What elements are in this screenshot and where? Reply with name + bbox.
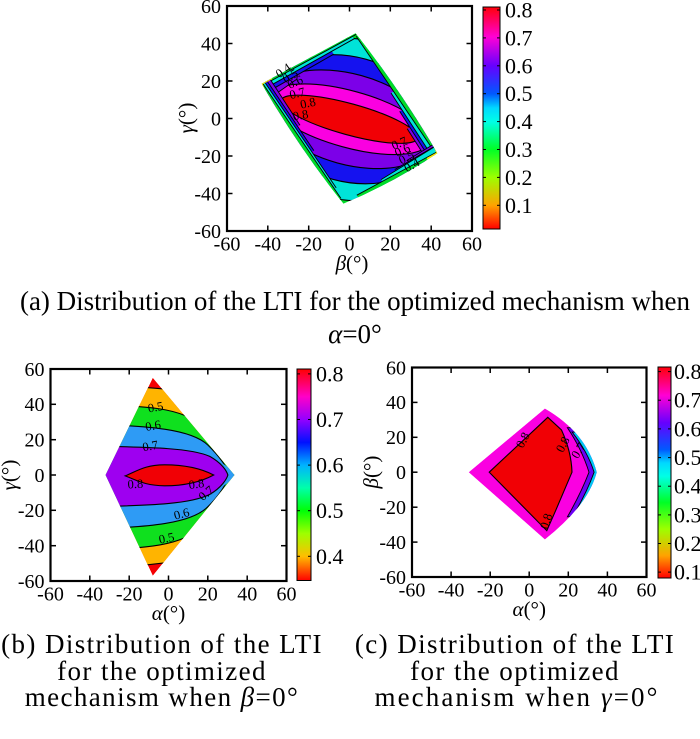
svg-text:0.8: 0.8 [316,361,344,386]
svg-text:0.7: 0.7 [389,134,409,153]
svg-text:0.6: 0.6 [674,416,700,441]
svg-text:-40: -40 [438,580,465,602]
svg-text:0.6: 0.6 [392,141,412,160]
svg-text:0.5: 0.5 [157,530,175,547]
svg-text:0: 0 [345,234,355,256]
svg-text:40: 40 [386,392,406,414]
svg-text:0.4: 0.4 [402,155,423,175]
svg-text:α(°): α(°) [152,601,185,625]
svg-text:0.7: 0.7 [288,85,307,103]
svg-text:0.5: 0.5 [396,148,416,167]
svg-text:20: 20 [380,234,400,256]
svg-text:0.6: 0.6 [285,72,305,91]
svg-text:0.3: 0.3 [674,502,700,527]
svg-text:20: 20 [386,427,406,449]
svg-text:-40: -40 [379,532,406,554]
svg-text:0.7: 0.7 [674,388,700,413]
svg-text:-60: -60 [379,567,406,589]
svg-text:0.7: 0.7 [316,407,344,432]
svg-text:0.6: 0.6 [172,505,191,523]
svg-text:0: 0 [396,462,406,484]
svg-text:40: 40 [201,33,221,55]
svg-text:60: 60 [201,0,221,18]
svg-text:0.8: 0.8 [674,359,700,384]
svg-text:-20: -20 [295,234,322,256]
svg-text:40: 40 [237,584,257,606]
svg-text:-60: -60 [18,571,45,593]
svg-text:-20: -20 [194,146,221,168]
svg-text:60: 60 [25,359,45,381]
svg-text:β(°): β(°) [359,456,383,490]
svg-text:0.6: 0.6 [144,418,162,435]
svg-text:0.8: 0.8 [299,95,317,112]
svg-text:-40: -40 [18,536,45,558]
svg-text:20: 20 [198,584,218,606]
svg-text:-40: -40 [76,584,103,606]
svg-text:40: 40 [421,234,441,256]
svg-text:0.8: 0.8 [505,0,533,23]
svg-text:0.2: 0.2 [505,165,533,190]
svg-text:0.5: 0.5 [280,66,301,86]
svg-text:20: 20 [201,71,221,93]
svg-text:0.6: 0.6 [316,453,344,478]
svg-text:-60: -60 [399,580,426,602]
svg-text:20: 20 [558,580,578,602]
svg-text:α(°): α(°) [513,597,546,621]
svg-text:0.7: 0.7 [141,438,159,455]
svg-text:0.1: 0.1 [674,560,700,585]
svg-text:0.8: 0.8 [188,476,205,492]
svg-text:-40: -40 [254,234,281,256]
svg-text:-60: -60 [194,221,221,243]
svg-text:0: 0 [35,465,45,487]
svg-text:20: 20 [25,430,45,452]
svg-text:60: 60 [277,584,297,606]
svg-text:0.6: 0.6 [505,53,533,78]
svg-text:0.5: 0.5 [505,81,533,106]
svg-text:-20: -20 [18,500,45,522]
svg-text:0.4: 0.4 [505,109,533,134]
svg-text:-20: -20 [379,497,406,519]
svg-text:0.8: 0.8 [513,430,533,450]
svg-text:0.8: 0.8 [292,107,310,124]
svg-text:0.5: 0.5 [316,498,344,523]
svg-text:-20: -20 [116,584,143,606]
svg-text:0.8: 0.8 [553,434,573,454]
svg-text:0.8: 0.8 [537,512,555,531]
svg-text:0: 0 [164,584,174,606]
svg-text:-20: -20 [477,580,504,602]
svg-text:γ(°): γ(°) [0,460,21,491]
svg-text:-60: -60 [214,234,241,256]
svg-text:60: 60 [386,357,406,379]
svg-text:-40: -40 [194,183,221,205]
svg-text:0.8: 0.8 [127,477,143,492]
svg-text:40: 40 [25,394,45,416]
svg-text:60: 60 [637,580,657,602]
svg-text:0.7: 0.7 [505,25,533,50]
svg-text:0.5: 0.5 [674,445,700,470]
svg-text:0.1: 0.1 [505,193,533,218]
svg-text:0: 0 [211,108,221,130]
svg-text:40: 40 [597,580,617,602]
svg-text:γ(°): γ(°) [174,103,198,134]
svg-text:60: 60 [462,234,482,256]
svg-text:0.4: 0.4 [316,544,344,569]
svg-text:-60: -60 [37,584,64,606]
svg-text:0.5: 0.5 [147,399,165,416]
svg-text:0.4: 0.4 [674,474,700,499]
svg-text:β(°): β(°) [335,251,369,275]
svg-text:0.2: 0.2 [674,531,700,556]
svg-text:0: 0 [524,580,534,602]
svg-text:0.3: 0.3 [505,137,533,162]
